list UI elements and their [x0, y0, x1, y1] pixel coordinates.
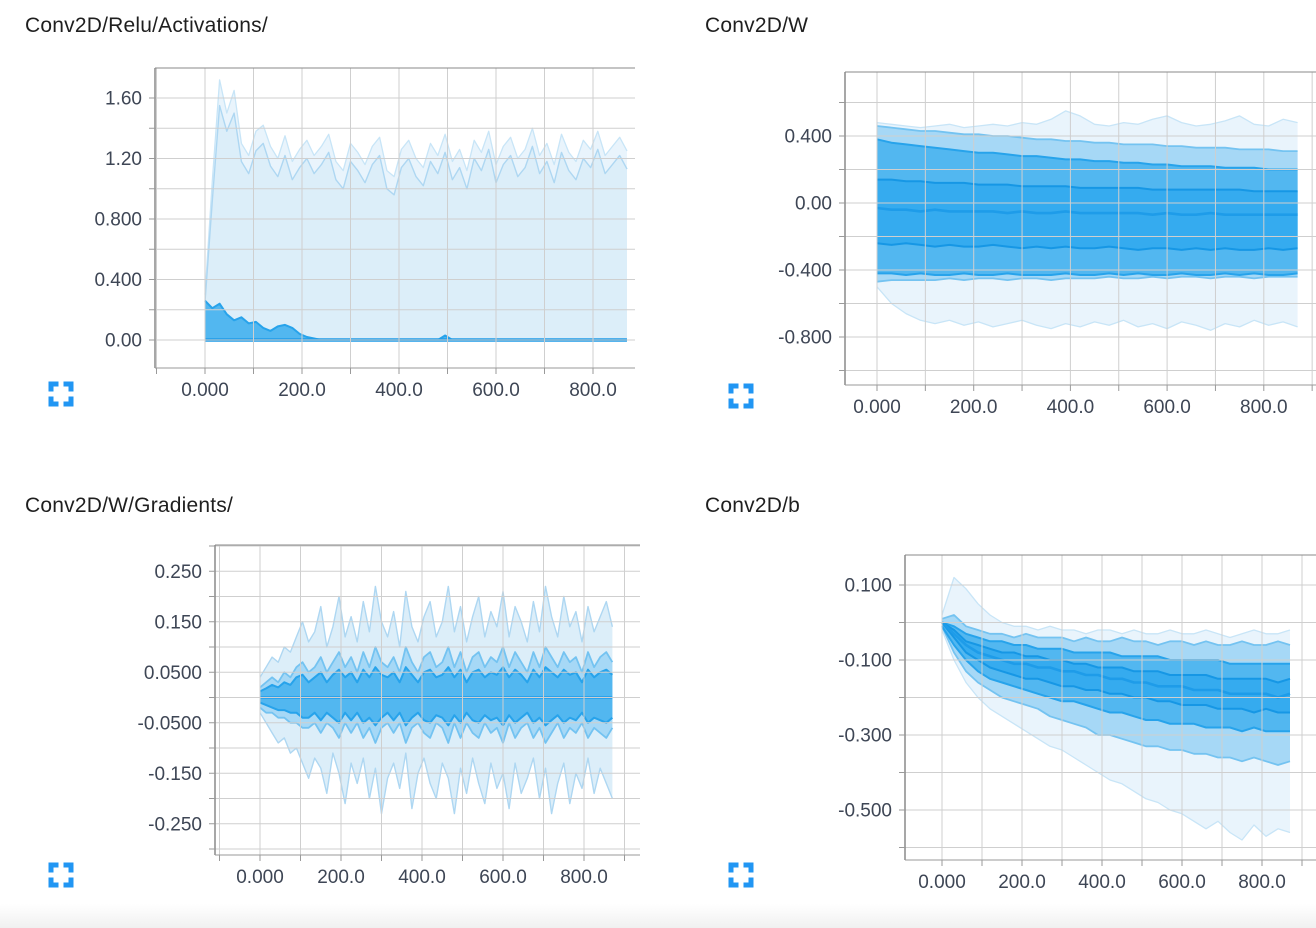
chart-title: Conv2D/Relu/Activations/: [25, 14, 268, 37]
chart-title: Conv2D/b: [705, 494, 800, 517]
svg-text:1.20: 1.20: [105, 149, 142, 170]
distribution-plot: 0.400 0.00 -0.400 -0.800 0.000 200.0 400.0 600.…: [778, 71, 1316, 418]
svg-text:0.100: 0.100: [844, 576, 892, 597]
svg-text:800.0: 800.0: [560, 867, 608, 888]
svg-text:0.400: 0.400: [784, 127, 832, 148]
svg-text:800.0: 800.0: [1238, 872, 1286, 893]
svg-text:600.0: 600.0: [1143, 397, 1191, 418]
svg-text:200.0: 200.0: [278, 380, 326, 401]
svg-text:-0.400: -0.400: [778, 261, 832, 282]
svg-text:1.60: 1.60: [105, 89, 142, 110]
svg-text:600.0: 600.0: [472, 380, 520, 401]
svg-text:0.250: 0.250: [154, 562, 202, 583]
chart-title: Conv2D/W/Gradients/: [25, 494, 234, 517]
svg-text:-0.150: -0.150: [148, 764, 202, 785]
expand-icon[interactable]: [48, 381, 74, 407]
svg-text:200.0: 200.0: [950, 397, 998, 418]
chart-card-activations: Conv2D/Relu/Activations/ 1.60 1.20 0.800 0.…: [0, 0, 660, 464]
svg-text:400.0: 400.0: [398, 867, 446, 888]
svg-text:400.0: 400.0: [1047, 397, 1095, 418]
expand-icon[interactable]: [728, 383, 754, 409]
svg-text:0.400: 0.400: [94, 270, 142, 291]
chart-title: Conv2D/W: [705, 14, 809, 37]
expand-icon[interactable]: [48, 862, 74, 888]
chart-card-w-gradients: Conv2D/W/Gradients/ 0.250 0.150 0.0500 -0.0…: [0, 464, 660, 928]
expand-icon[interactable]: [728, 862, 754, 888]
svg-text:-0.250: -0.250: [148, 814, 202, 835]
svg-text:0.000: 0.000: [181, 380, 229, 401]
chart-card-b: Conv2D/b 0.100 -0.100 -0.300 -0.500 0.000 200…: [680, 464, 1316, 928]
svg-text:400.0: 400.0: [1078, 872, 1126, 893]
svg-text:0.000: 0.000: [236, 867, 284, 888]
svg-text:0.150: 0.150: [154, 612, 202, 633]
svg-text:-0.300: -0.300: [838, 726, 892, 747]
svg-text:-0.100: -0.100: [838, 651, 892, 672]
svg-text:0.800: 0.800: [94, 210, 142, 231]
svg-text:0.00: 0.00: [105, 331, 142, 352]
svg-text:600.0: 600.0: [479, 867, 527, 888]
distribution-plot: 1.60 1.20 0.800 0.400 0.00 0.000 200.0 400.0 600…: [94, 67, 635, 401]
svg-text:-0.800: -0.800: [778, 328, 832, 349]
svg-text:800.0: 800.0: [569, 380, 617, 401]
svg-text:-0.0500: -0.0500: [138, 713, 202, 734]
svg-text:-0.500: -0.500: [838, 801, 892, 822]
svg-text:0.00: 0.00: [795, 194, 832, 215]
svg-text:0.000: 0.000: [853, 397, 901, 418]
distribution-plot: 0.100 -0.100 -0.300 -0.500 0.000 200.0 400.0 60…: [838, 554, 1316, 893]
svg-text:200.0: 200.0: [317, 867, 365, 888]
svg-text:0.000: 0.000: [918, 872, 966, 893]
svg-text:800.0: 800.0: [1240, 397, 1288, 418]
svg-text:600.0: 600.0: [1158, 872, 1206, 893]
svg-text:200.0: 200.0: [998, 872, 1046, 893]
chart-card-w: Conv2D/W 0.400 0.00 -0.400 -0.800 0.000 200.0…: [680, 0, 1316, 464]
svg-text:0.0500: 0.0500: [144, 663, 202, 684]
svg-text:400.0: 400.0: [375, 380, 423, 401]
distribution-plot: 0.250 0.150 0.0500 -0.0500 -0.150 -0.250 0.000…: [138, 544, 640, 888]
